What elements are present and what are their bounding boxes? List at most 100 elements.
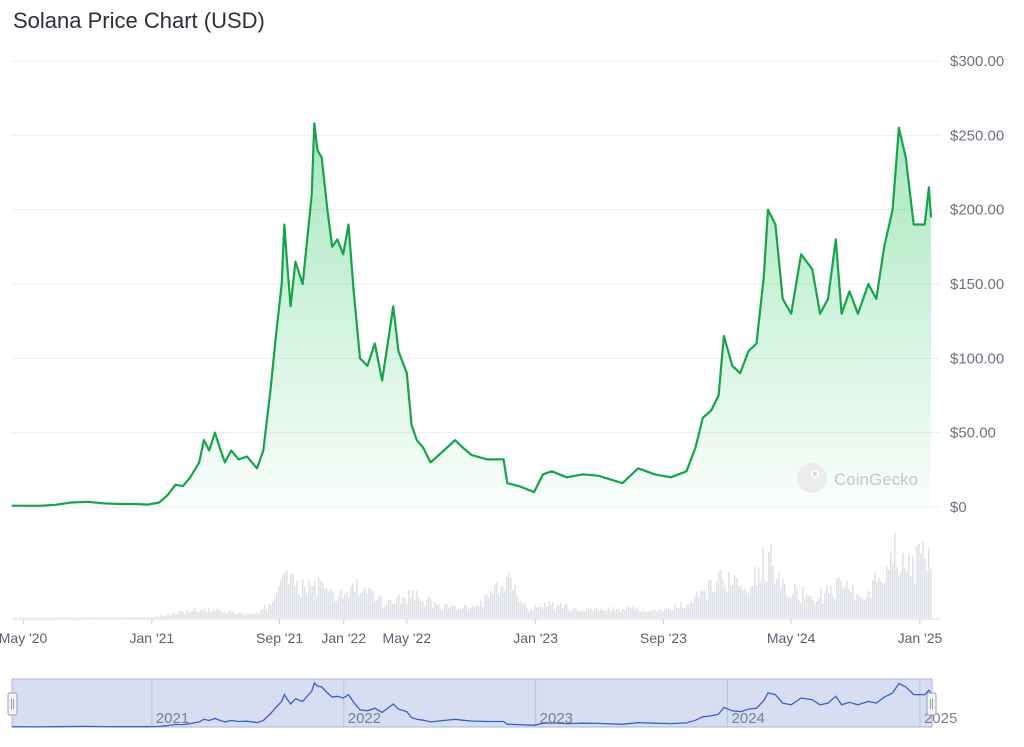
volume-bar bbox=[914, 584, 916, 618]
volume-bar bbox=[760, 582, 762, 618]
volume-bar bbox=[418, 597, 420, 618]
price-point bbox=[54, 504, 56, 506]
navigator-right-handle[interactable] bbox=[926, 692, 937, 716]
volume-bar bbox=[462, 608, 464, 618]
volume-bar bbox=[602, 609, 604, 618]
volume-bar bbox=[826, 585, 828, 618]
volume-bar bbox=[582, 610, 584, 618]
price-point bbox=[582, 473, 584, 475]
volume-bar bbox=[394, 603, 396, 618]
volume-bar bbox=[844, 586, 846, 618]
volume-bar bbox=[866, 596, 868, 618]
volume-bar bbox=[652, 610, 654, 618]
price-point bbox=[819, 313, 821, 315]
price-point bbox=[918, 223, 921, 226]
volume-bar bbox=[92, 617, 94, 618]
volume-bar bbox=[448, 607, 450, 618]
volume-bar bbox=[734, 575, 736, 618]
price-point bbox=[283, 223, 285, 226]
volume-bar bbox=[816, 601, 818, 618]
volume-bar bbox=[372, 590, 374, 618]
volume-bar bbox=[698, 597, 700, 618]
volume-bar bbox=[514, 584, 516, 618]
volume-bar bbox=[314, 580, 316, 618]
volume-bar bbox=[220, 611, 222, 618]
range-navigator[interactable]: 2021 2022 2023 2024 2025 bbox=[7, 678, 957, 728]
price-point bbox=[286, 261, 288, 263]
volume-bar bbox=[486, 594, 488, 618]
volume-bar bbox=[280, 580, 282, 618]
price-point bbox=[203, 439, 205, 441]
price-point bbox=[359, 357, 361, 359]
volume-bar bbox=[682, 607, 684, 618]
volume-bar bbox=[794, 583, 796, 618]
x-tick-label: Jan '25 bbox=[898, 630, 943, 646]
volume-bar bbox=[170, 615, 172, 618]
volume-bar bbox=[522, 604, 524, 618]
volume-bar bbox=[592, 611, 594, 618]
volume-bar bbox=[814, 604, 816, 618]
volume-bar bbox=[312, 586, 314, 618]
y-axis: $0 $50.00 $100.00 $150.00 $200.00 $250.00 $300… bbox=[950, 53, 1004, 516]
x-tick-label: May '24 bbox=[767, 630, 816, 646]
price-point bbox=[411, 424, 413, 426]
volume-bar bbox=[386, 604, 388, 618]
volume-bar bbox=[748, 593, 750, 618]
price-point bbox=[316, 149, 319, 151]
price-point bbox=[763, 276, 765, 278]
volume-bar bbox=[666, 608, 668, 618]
price-point bbox=[302, 283, 304, 285]
volume-bar bbox=[658, 609, 660, 618]
volume-bar bbox=[66, 617, 68, 618]
volume-bar bbox=[468, 609, 470, 618]
price-point bbox=[87, 501, 89, 503]
volume-bar bbox=[36, 617, 38, 618]
volume-bar bbox=[624, 610, 626, 618]
volume-bar bbox=[238, 612, 240, 618]
price-point bbox=[533, 491, 535, 493]
navigator-year-label: 2021 bbox=[156, 710, 189, 727]
price-point bbox=[262, 449, 264, 452]
volume-bar bbox=[428, 596, 430, 618]
volume-bar bbox=[438, 604, 440, 618]
navigator-selection[interactable] bbox=[11, 678, 933, 728]
price-point bbox=[774, 223, 777, 226]
volume-bar bbox=[322, 583, 324, 618]
volume-bar bbox=[344, 594, 346, 618]
price-point bbox=[875, 298, 877, 300]
volume-bar bbox=[432, 607, 434, 618]
volume-bar bbox=[898, 576, 900, 618]
volume-bar bbox=[466, 605, 468, 618]
volume-bar bbox=[276, 592, 278, 618]
navigator-left-handle[interactable] bbox=[7, 692, 18, 716]
volume-bar bbox=[642, 609, 644, 618]
volume-bar bbox=[540, 606, 542, 618]
volume-bar bbox=[890, 552, 892, 618]
price-point bbox=[913, 223, 915, 226]
price-point bbox=[653, 473, 656, 475]
volume-bar bbox=[900, 570, 902, 618]
volume-bar bbox=[406, 604, 408, 618]
volume-bar bbox=[580, 610, 582, 618]
volume-bar bbox=[516, 595, 518, 618]
volume-bar bbox=[740, 585, 742, 618]
volume-bar bbox=[482, 607, 484, 618]
volume-bar bbox=[912, 556, 914, 618]
x-tick-label: Jan '22 bbox=[321, 630, 366, 646]
volume-bar bbox=[598, 610, 600, 618]
price-point bbox=[790, 313, 792, 315]
volume-bar bbox=[614, 610, 616, 618]
volume-bar bbox=[208, 608, 210, 618]
volume-bar bbox=[182, 611, 184, 618]
price-point bbox=[551, 470, 553, 472]
volume-bar bbox=[144, 617, 146, 618]
volume-bar bbox=[920, 554, 922, 618]
volume-bar bbox=[346, 591, 348, 618]
volume-bar bbox=[376, 600, 378, 618]
price-point bbox=[321, 157, 323, 159]
volume-bar bbox=[100, 617, 102, 618]
price-point bbox=[422, 446, 424, 449]
volume-bar bbox=[202, 610, 204, 618]
volume-bar bbox=[538, 607, 540, 618]
volume-bar bbox=[786, 596, 788, 618]
